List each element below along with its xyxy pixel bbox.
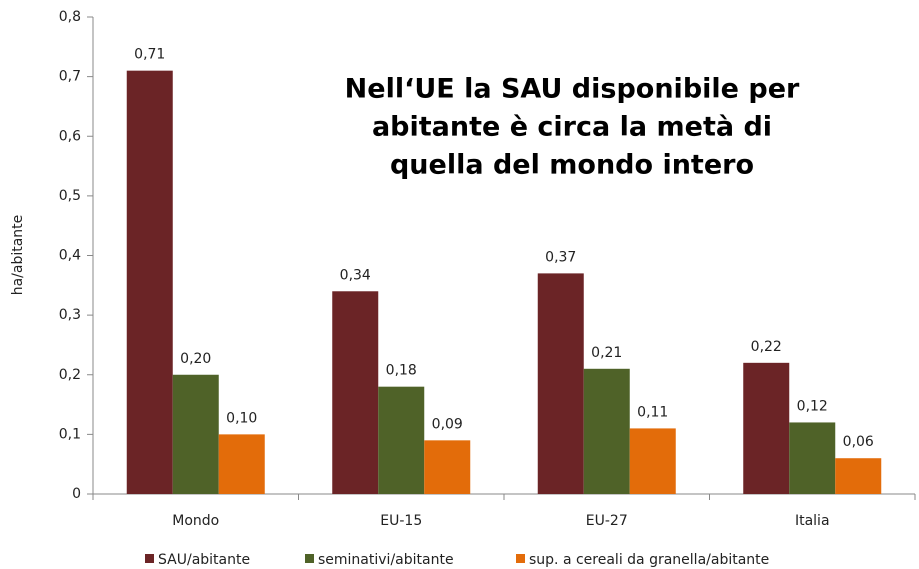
bar <box>789 422 836 494</box>
bar <box>378 386 425 494</box>
annotation: quella del mondo intero <box>390 150 754 181</box>
value-label: 0,20 <box>180 351 211 367</box>
bar <box>537 273 584 494</box>
value-label: 0,37 <box>545 249 576 265</box>
x-tick-label: EU-27 <box>586 513 628 529</box>
value-label: 0,34 <box>340 267 371 283</box>
y-axis-label: ha/abitante <box>10 215 26 296</box>
annotation: Nell‘UE la SAU disponibile per <box>345 74 800 105</box>
y-tick-label: 0,5 <box>59 188 81 204</box>
legend-swatch <box>305 554 314 563</box>
bar <box>126 70 173 494</box>
y-tick-label: 0,3 <box>59 307 81 323</box>
x-tick-label: Italia <box>795 513 830 529</box>
legend-swatch <box>145 554 154 563</box>
value-label: 0,09 <box>432 416 463 432</box>
y-tick-label: 0,1 <box>59 426 81 442</box>
value-label: 0,18 <box>386 363 417 379</box>
bar <box>424 440 471 494</box>
legend-label: SAU/abitante <box>158 552 250 568</box>
y-tick-label: 0,2 <box>59 367 81 383</box>
value-label: 0,22 <box>751 339 782 355</box>
y-tick-label: 0,7 <box>59 69 81 85</box>
x-tick-label: EU-15 <box>380 513 422 529</box>
bar <box>743 362 790 494</box>
value-label: 0,12 <box>797 398 828 414</box>
value-label: 0,71 <box>134 47 165 63</box>
value-label: 0,10 <box>226 410 257 426</box>
y-tick-label: 0,6 <box>59 128 81 144</box>
y-tick-label: 0,8 <box>59 9 81 25</box>
x-tick-label: Mondo <box>172 513 219 529</box>
bar <box>835 458 882 494</box>
legend-label: sup. a cereali da granella/abitante <box>529 552 769 568</box>
value-label: 0,06 <box>843 434 874 450</box>
legend-label: seminativi/abitante <box>318 552 454 568</box>
annotation: abitante è circa la metà di <box>372 112 772 143</box>
value-label: 0,21 <box>591 345 622 361</box>
y-tick-label: 0 <box>72 486 81 502</box>
bar <box>583 368 630 494</box>
value-label: 0,11 <box>637 404 668 420</box>
y-tick-label: 0,4 <box>59 248 81 264</box>
bar <box>629 428 676 494</box>
bar <box>172 374 219 494</box>
legend-swatch <box>516 554 525 563</box>
bar <box>332 291 379 494</box>
bar <box>218 434 265 494</box>
